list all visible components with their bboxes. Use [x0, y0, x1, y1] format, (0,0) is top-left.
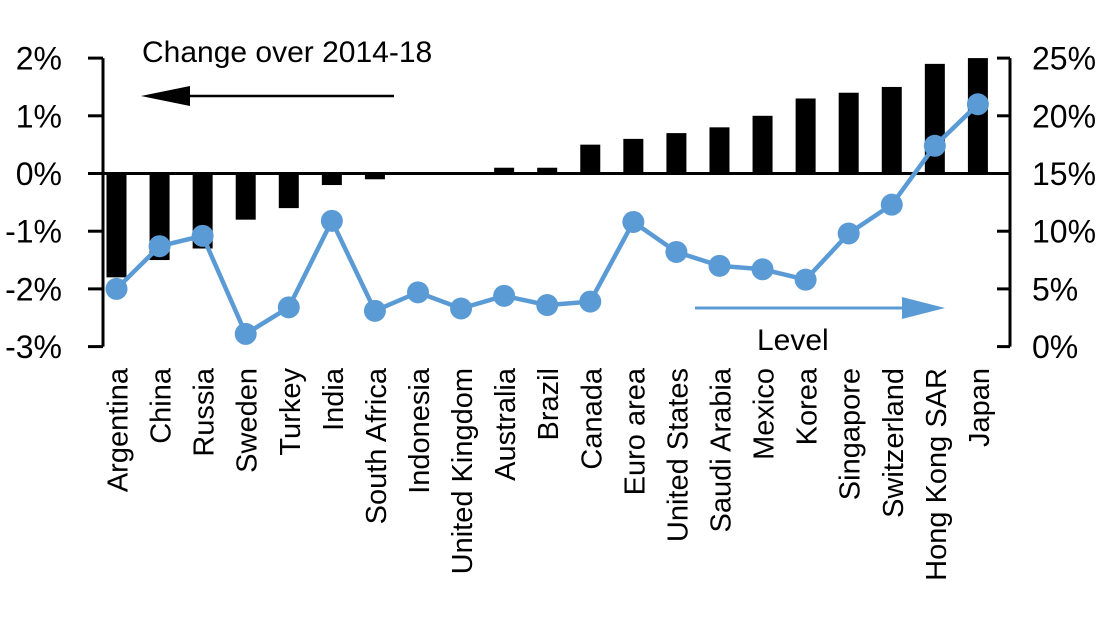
left-axis-label: 2% — [16, 41, 62, 77]
x-label-singapore: Singapore — [835, 368, 867, 500]
bar-turkey — [278, 173, 299, 209]
x-label-turkey: Turkey — [275, 368, 307, 456]
x-label-euro-area: Euro area — [619, 367, 651, 495]
bar-korea — [795, 98, 816, 174]
level-point-euro-area — [622, 210, 645, 233]
bar-series-label: Change over 2014-18 — [142, 36, 433, 69]
x-label-sweden: Sweden — [232, 368, 264, 473]
right-axis-label: 5% — [1032, 271, 1078, 307]
bar-japan — [967, 58, 988, 174]
x-label-japan: Japan — [964, 368, 996, 447]
level-point-switzerland — [880, 193, 903, 216]
bar-euro-area — [623, 138, 644, 174]
x-label-canada: Canada — [576, 367, 608, 469]
x-label-australia: Australia — [490, 367, 522, 481]
level-point-india — [320, 209, 343, 232]
level-point-brazil — [536, 294, 559, 317]
level-point-saudi-arabia — [708, 254, 731, 277]
level-point-japan — [966, 93, 989, 116]
x-label-korea: Korea — [792, 367, 824, 445]
level-point-indonesia — [406, 281, 429, 304]
left-axis-label: 1% — [16, 98, 62, 134]
level-point-korea — [794, 268, 817, 291]
right-axis-label: 15% — [1032, 156, 1096, 192]
x-label-switzerland: Switzerland — [878, 368, 910, 518]
level-point-united-states — [665, 240, 688, 263]
right-axis-label: 25% — [1032, 41, 1096, 77]
right-axis-label: 0% — [1032, 329, 1078, 365]
level-point-argentina — [105, 277, 128, 300]
x-label-brazil: Brazil — [533, 368, 565, 441]
x-label-china: China — [146, 367, 178, 444]
left-axis-label: -3% — [5, 329, 62, 365]
level-point-south-africa — [363, 299, 386, 322]
right-axis-label: 10% — [1032, 214, 1096, 250]
bar-south-africa — [364, 173, 385, 180]
left-axis-label: -1% — [5, 214, 62, 250]
x-label-indonesia: Indonesia — [404, 367, 436, 494]
bar-india — [321, 173, 342, 186]
right-arrow-icon — [695, 297, 945, 319]
x-label-united-states: United States — [662, 368, 694, 542]
level-point-mexico — [751, 258, 774, 281]
level-point-russia — [191, 224, 214, 247]
bar-switzerland — [881, 86, 902, 174]
x-label-russia: Russia — [189, 367, 221, 457]
level-point-turkey — [277, 296, 300, 319]
bar-united-states — [666, 133, 687, 174]
x-label-united-kingdom: United Kingdom — [447, 368, 479, 574]
line-series-label: Level — [757, 324, 829, 357]
bar-argentina — [106, 173, 127, 278]
bar-singapore — [838, 92, 859, 174]
bar-canada — [580, 144, 601, 174]
left-axis-label: -2% — [5, 271, 62, 307]
right-axis-label: 20% — [1032, 98, 1096, 134]
bar-australia — [494, 167, 515, 174]
bar-mexico — [752, 115, 773, 174]
left-arrow-icon — [141, 86, 394, 106]
x-label-south-africa: South Africa — [361, 367, 393, 524]
x-label-saudi-arabia: Saudi Arabia — [705, 367, 737, 532]
x-label-mexico: Mexico — [749, 368, 781, 460]
x-label-hong-kong-sar: Hong Kong SAR — [921, 368, 953, 581]
x-label-argentina: Argentina — [103, 367, 135, 492]
level-point-sweden — [234, 322, 257, 345]
x-label-india: India — [318, 367, 350, 431]
bar-sweden — [235, 173, 256, 220]
level-point-australia — [493, 284, 516, 307]
level-point-canada — [579, 290, 602, 313]
bar-brazil — [537, 167, 558, 174]
level-point-china — [148, 235, 171, 258]
level-point-united-kingdom — [450, 297, 473, 320]
bar-saudi-arabia — [709, 127, 730, 174]
level-point-singapore — [837, 222, 860, 245]
level-point-hong-kong-sar — [923, 134, 946, 157]
left-axis-label: 0% — [16, 156, 62, 192]
